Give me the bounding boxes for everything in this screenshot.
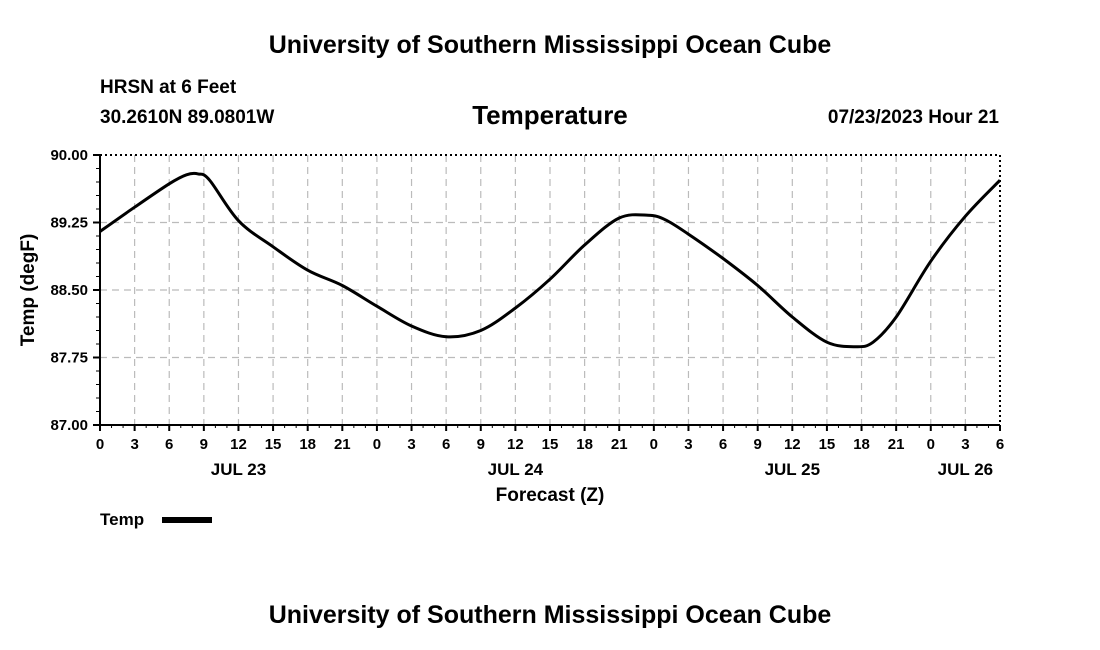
forecast-datetime: 07/23/2023 Hour 21 xyxy=(827,107,999,128)
x-tick-label: 12 xyxy=(507,436,524,453)
x-tick-label: 9 xyxy=(200,436,208,453)
x-tick-label: 18 xyxy=(299,436,316,453)
x-tick-label: 12 xyxy=(230,436,247,453)
x-tick-label: 12 xyxy=(784,436,801,453)
y-axis-label: Temp (degF) xyxy=(18,234,39,347)
x-tick-label: 15 xyxy=(819,436,836,453)
chart-title: Temperature xyxy=(472,100,628,130)
x-tick-label: 3 xyxy=(961,436,969,453)
x-date-label: JUL 26 xyxy=(938,460,993,479)
y-tick-label: 87.00 xyxy=(50,417,88,434)
x-tick-label: 6 xyxy=(996,436,1004,453)
legend-temp-label: Temp xyxy=(100,510,145,529)
x-tick-label: 0 xyxy=(927,436,935,453)
x-tick-label: 3 xyxy=(684,436,692,453)
x-tick-label: 18 xyxy=(576,436,593,453)
legend-temp-swatch xyxy=(162,517,212,523)
x-tick-label: 21 xyxy=(611,436,628,453)
page-title: University of Southern Mississippi Ocean… xyxy=(268,31,832,59)
y-tick-label: 87.75 xyxy=(50,350,88,367)
y-tick-label: 90.00 xyxy=(50,147,88,164)
x-tick-label: 21 xyxy=(334,436,351,453)
x-date-label: JUL 24 xyxy=(488,460,544,479)
x-tick-label: 0 xyxy=(650,436,658,453)
station-label: HRSN at 6 Feet xyxy=(100,77,237,98)
x-date-label: JUL 23 xyxy=(211,460,266,479)
x-tick-label: 21 xyxy=(888,436,905,453)
x-tick-label: 18 xyxy=(853,436,870,453)
y-tick-label: 88.50 xyxy=(50,282,88,299)
x-tick-label: 9 xyxy=(754,436,762,453)
x-tick-label: 15 xyxy=(542,436,559,453)
y-tick-label: 89.25 xyxy=(50,215,88,232)
x-tick-label: 0 xyxy=(373,436,381,453)
x-tick-label: 9 xyxy=(477,436,485,453)
x-tick-label: 6 xyxy=(719,436,727,453)
x-tick-label: 6 xyxy=(442,436,450,453)
x-tick-label: 0 xyxy=(96,436,104,453)
station-coordinates: 30.2610N 89.0801W xyxy=(100,107,275,128)
x-tick-label: 3 xyxy=(130,436,138,453)
x-tick-label: 15 xyxy=(265,436,282,453)
footer-title: University of Southern Mississippi Ocean… xyxy=(268,601,832,629)
x-tick-label: 6 xyxy=(165,436,173,453)
x-tick-label: 3 xyxy=(407,436,415,453)
x-date-label: JUL 25 xyxy=(765,460,820,479)
temp-series-line xyxy=(99,171,1002,349)
x-axis-label: Forecast (Z) xyxy=(496,485,605,506)
